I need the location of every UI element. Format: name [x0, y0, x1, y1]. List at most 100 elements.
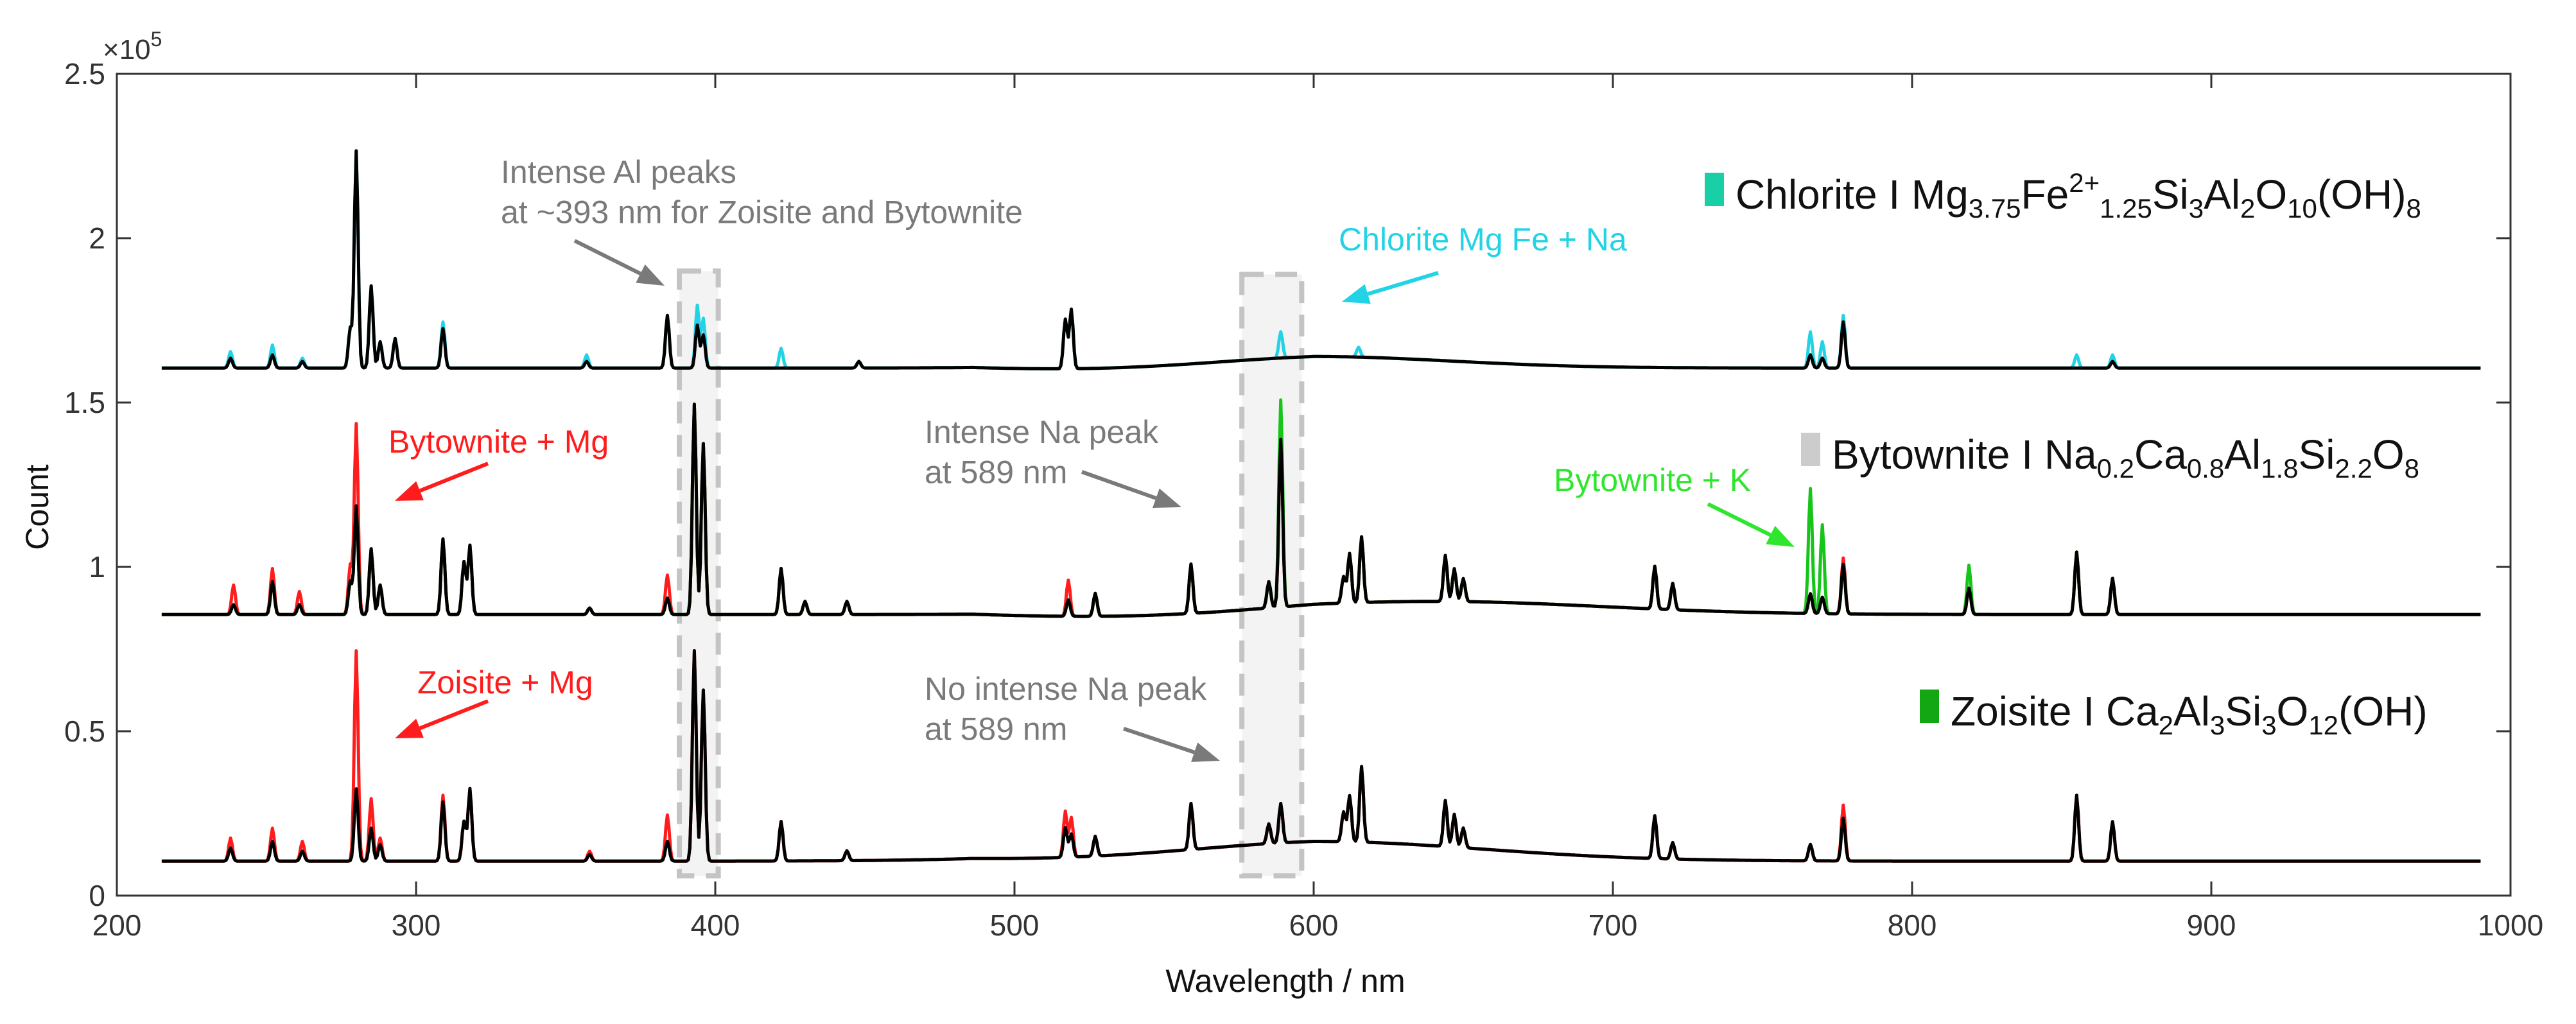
legend-item-chlorite: Chlorite I Mg3.75Fe2+1.25Si3Al2O10(OH)8: [1705, 168, 2421, 223]
y-tick-label: 1: [89, 550, 105, 584]
x-tick-label: 700: [1588, 908, 1638, 942]
legend-label-part: O: [2255, 171, 2287, 218]
y-exponent-power: 5: [151, 28, 162, 51]
legend-marker: [1801, 433, 1820, 466]
x-tick-label: 1000: [2478, 908, 2543, 942]
legend-label-part: 2: [2240, 193, 2255, 223]
legend-label-part: 0.8: [2187, 453, 2224, 483]
no-intense-na-note-line: No intense Na peak: [925, 671, 1207, 707]
legend-label-part: Ca: [2134, 431, 2187, 478]
legend-label-part: Al: [2204, 171, 2240, 218]
legend: Chlorite I Mg3.75Fe2+1.25Si3Al2O10(OH)8B…: [1705, 168, 2428, 740]
na-peak-box: [1239, 272, 1305, 879]
legend-label-part: 8: [2406, 193, 2421, 223]
al-peaks-note-line: at ~393 nm for Zoisite and Bytownite: [501, 195, 1023, 230]
y-exponent-base: ×10: [103, 34, 151, 65]
arrow-shaft: [1707, 502, 1771, 537]
bytownite-mg-arrow: [395, 462, 489, 501]
al-peaks-note-line: Intense Al peaks: [501, 154, 736, 190]
no-intense-na-note: No intense Na peak at 589 nm: [925, 671, 1207, 747]
legend-label: Bytownite I Na0.2Ca0.8Al1.8Si2.2O8: [1832, 431, 2419, 483]
x-tick-label: 300: [392, 908, 441, 942]
series-bytownite: [161, 398, 2481, 618]
legend-label-part: 3.75: [1969, 193, 2021, 223]
legend-marker: [1920, 690, 1939, 723]
y-tick-label: 0.5: [64, 715, 105, 748]
x-tick-label: 800: [1888, 908, 1937, 942]
arrow-head: [1153, 488, 1181, 508]
legend-label: Chlorite I Mg3.75Fe2+1.25Si3Al2O10(OH)8: [1736, 168, 2421, 223]
legend-label-part: 8: [2405, 453, 2419, 483]
legend-label-part: Bytownite I Na: [1832, 431, 2097, 478]
zoisite-mg-note: Zoisite + Mg: [417, 664, 593, 700]
legend-label-part: Si: [2299, 431, 2335, 478]
al-peaks-arrow: [573, 239, 665, 286]
legend-item-bytownite: Bytownite I Na0.2Ca0.8Al1.8Si2.2O8: [1801, 431, 2419, 483]
annotations: Intense Al peaks at ~393 nm for Zoisite a…: [388, 154, 1795, 762]
legend-label-part: (OH): [2338, 688, 2428, 734]
ticks: 200 300 400 500 600 700 800 900 1000 0 0.5 1 1.5 2 2.5: [64, 57, 2543, 942]
bytownite-k-arrow: [1707, 502, 1795, 547]
legend-item-zoisite: Zoisite I Ca2Al3Si3O12(OH): [1920, 688, 2428, 740]
y-axis-exponent: ×105: [103, 28, 162, 65]
bytownite-mg-note-line: Bytownite + Mg: [388, 424, 609, 460]
legend-label-part: Fe: [2021, 171, 2069, 218]
legend-label-part: Al: [2173, 688, 2210, 734]
legend-label-part: Si: [2225, 688, 2261, 734]
zoisite-mg-note-line: Zoisite + Mg: [417, 664, 593, 700]
legend-label-part: Zoisite I Ca: [1951, 688, 2159, 734]
x-tick-label: 400: [691, 908, 740, 942]
highlight-boxes: [677, 268, 1305, 879]
intense-na-note-line: Intense Na peak: [925, 414, 1159, 450]
legend-label: Zoisite I Ca2Al3Si3O12(OH): [1951, 688, 2428, 740]
arrow-head: [395, 718, 424, 738]
x-axis-label: Wavelength / nm: [1165, 963, 1405, 999]
arrow-head: [636, 264, 665, 286]
legend-label-part: 3: [2210, 710, 2225, 740]
x-tick-label: 600: [1289, 908, 1339, 942]
arrow-shaft: [1367, 271, 1439, 296]
legend-label-part: 2+: [2069, 168, 2100, 198]
y-tick-label: 0: [89, 879, 105, 912]
intense-na-note-line: at 589 nm: [925, 455, 1067, 490]
al-peak-box: [677, 268, 721, 879]
bytownite-k-note-line: Bytownite + K: [1554, 462, 1751, 498]
x-tick-label: 500: [990, 908, 1040, 942]
chlorite-arrow: [1342, 271, 1439, 304]
arrow-shaft: [1081, 470, 1157, 500]
x-tick-label: 200: [92, 908, 142, 942]
legend-label-part: O: [2372, 431, 2405, 478]
no-intense-na-arrow: [1123, 727, 1220, 762]
zoisite-mg-arrow: [395, 699, 489, 738]
legend-label-part: 0.2: [2097, 453, 2134, 483]
legend-label-part: Chlorite I Mg: [1736, 171, 1969, 218]
series-zoisite: [161, 649, 2481, 863]
arrow-head: [395, 481, 424, 501]
chlorite-mgfe-na-note: Chlorite Mg Fe + Na: [1339, 221, 1627, 257]
legend-label-part: 1.8: [2261, 453, 2298, 483]
zoisite-trace: [161, 649, 2481, 863]
legend-label-part: 1.25: [2100, 193, 2152, 223]
legend-label-part: Si: [2152, 171, 2189, 218]
legend-marker: [1705, 173, 1724, 206]
legend-label-part: Al: [2224, 431, 2261, 478]
x-tick-label: 900: [2187, 908, 2236, 942]
legend-label-part: 2.2: [2335, 453, 2372, 483]
no-intense-na-note-line: at 589 nm: [925, 711, 1067, 747]
arrow-shaft: [573, 239, 641, 275]
bytownite-mg-note: Bytownite + Mg: [388, 424, 609, 460]
y-axis-label: Count: [19, 464, 55, 550]
arrow-shaft: [1123, 727, 1196, 754]
y-tick-label: 2: [89, 221, 105, 255]
y-tick-label: 1.5: [64, 386, 105, 419]
arrow-head: [1191, 742, 1220, 762]
legend-label-part: 12: [2308, 710, 2338, 740]
intense-na-note: Intense Na peak at 589 nm: [925, 414, 1159, 490]
bytownite-k-note: Bytownite + K: [1554, 462, 1751, 498]
al-peaks-note: Intense Al peaks at ~393 nm for Zoisite a…: [501, 154, 1023, 230]
legend-label-part: 3: [2261, 710, 2276, 740]
chlorite-trace: [161, 149, 2481, 370]
arrow-shaft: [419, 462, 489, 493]
chlorite-mgfe-na-note-line: Chlorite Mg Fe + Na: [1339, 221, 1627, 257]
bytownite-trace: [161, 403, 2481, 618]
